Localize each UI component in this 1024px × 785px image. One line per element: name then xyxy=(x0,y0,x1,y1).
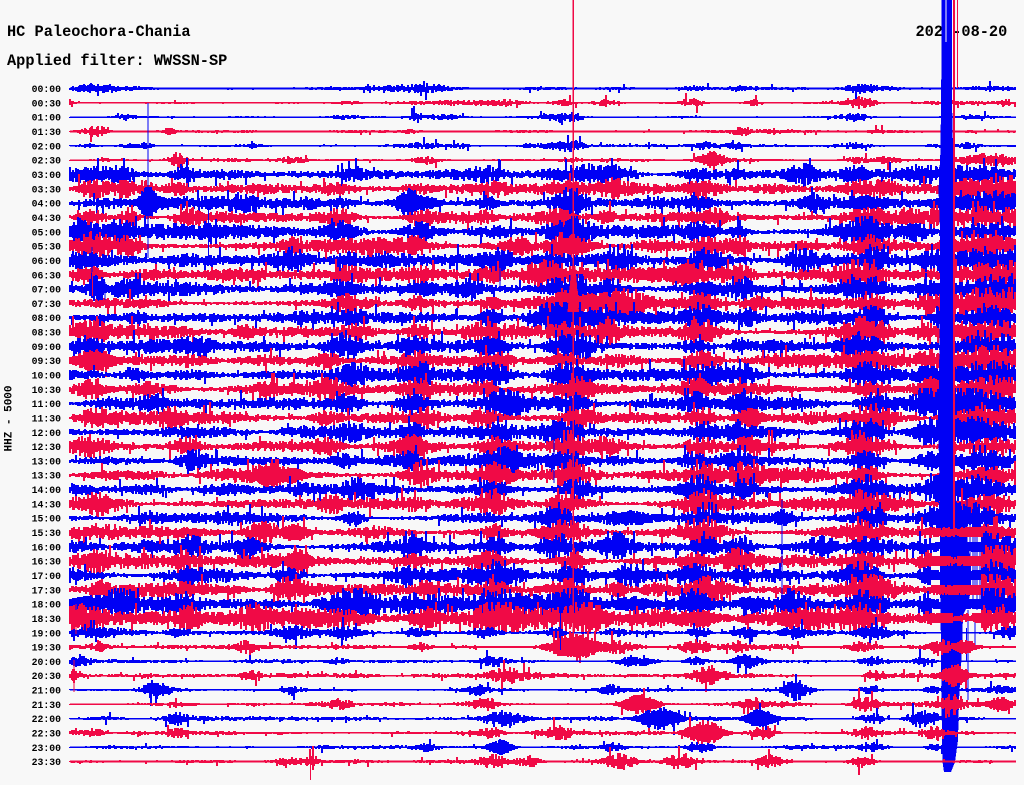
svg-text:02:30: 02:30 xyxy=(32,156,62,167)
svg-text:01:00: 01:00 xyxy=(32,113,62,124)
svg-text:20:00: 20:00 xyxy=(32,657,62,668)
svg-text:16:00: 16:00 xyxy=(32,542,62,553)
svg-text:HHZ - 5000: HHZ - 5000 xyxy=(4,385,16,451)
svg-text:12:00: 12:00 xyxy=(32,428,62,439)
svg-text:10:30: 10:30 xyxy=(32,385,62,396)
svg-text:09:00: 09:00 xyxy=(32,342,62,353)
svg-text:2025-08-20: 2025-08-20 xyxy=(916,23,1008,41)
svg-text:00:00: 00:00 xyxy=(32,84,62,95)
svg-text:05:30: 05:30 xyxy=(32,242,62,253)
svg-text:21:30: 21:30 xyxy=(32,700,62,711)
svg-text:23:30: 23:30 xyxy=(32,757,62,768)
svg-text:21:00: 21:00 xyxy=(32,686,62,697)
svg-text:12:30: 12:30 xyxy=(32,442,62,453)
svg-text:22:30: 22:30 xyxy=(32,729,62,740)
svg-text:05:00: 05:00 xyxy=(32,227,62,238)
svg-text:23:00: 23:00 xyxy=(32,743,62,754)
svg-text:06:30: 06:30 xyxy=(32,270,62,281)
svg-text:19:30: 19:30 xyxy=(32,643,62,654)
svg-text:15:30: 15:30 xyxy=(32,528,62,539)
svg-text:19:00: 19:00 xyxy=(32,628,62,639)
svg-text:HC Paleochora-Chania: HC Paleochora-Chania xyxy=(7,23,191,41)
svg-text:02:00: 02:00 xyxy=(32,141,62,152)
svg-text:01:30: 01:30 xyxy=(32,127,62,138)
svg-text:17:00: 17:00 xyxy=(32,571,62,582)
svg-text:06:00: 06:00 xyxy=(32,256,62,267)
svg-text:07:00: 07:00 xyxy=(32,285,62,296)
svg-text:08:30: 08:30 xyxy=(32,328,62,339)
svg-text:18:00: 18:00 xyxy=(32,600,62,611)
svg-text:00:30: 00:30 xyxy=(32,98,62,109)
svg-text:14:00: 14:00 xyxy=(32,485,62,496)
svg-text:04:30: 04:30 xyxy=(32,213,62,224)
svg-text:03:30: 03:30 xyxy=(32,184,62,195)
svg-text:11:00: 11:00 xyxy=(32,399,62,410)
svg-text:07:30: 07:30 xyxy=(32,299,62,310)
svg-text:08:00: 08:00 xyxy=(32,313,62,324)
svg-text:22:00: 22:00 xyxy=(32,714,62,725)
svg-text:14:30: 14:30 xyxy=(32,499,62,510)
svg-text:13:00: 13:00 xyxy=(32,456,62,467)
svg-text:15:00: 15:00 xyxy=(32,514,62,525)
svg-text:Applied filter: WWSSN-SP: Applied filter: WWSSN-SP xyxy=(7,52,227,70)
svg-text:04:00: 04:00 xyxy=(32,199,62,210)
svg-text:09:30: 09:30 xyxy=(32,356,62,367)
svg-text:13:30: 13:30 xyxy=(32,471,62,482)
svg-text:10:00: 10:00 xyxy=(32,371,62,382)
svg-text:03:00: 03:00 xyxy=(32,170,62,181)
svg-text:11:30: 11:30 xyxy=(32,414,62,425)
svg-text:17:30: 17:30 xyxy=(32,585,62,596)
svg-text:18:30: 18:30 xyxy=(32,614,62,625)
svg-text:20:30: 20:30 xyxy=(32,671,62,682)
svg-text:16:30: 16:30 xyxy=(32,557,62,568)
